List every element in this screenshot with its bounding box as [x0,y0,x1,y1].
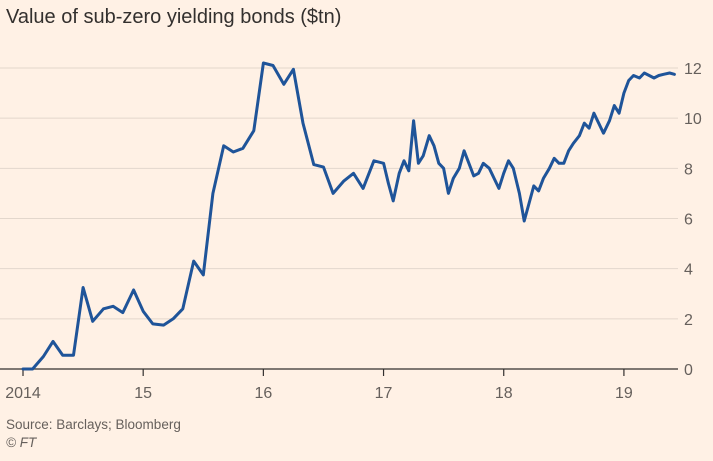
series-layer [21,61,676,371]
grid-lines [0,67,678,320]
x-tick-label-16: 16 [254,385,272,402]
y-tick-label-0: 0 [684,362,693,379]
x-tick-label-2014: 2014 [5,385,41,402]
chart-title: Value of sub-zero yielding bonds ($tn) [6,6,342,28]
x-tick-label-18: 18 [495,385,513,402]
y-axis-labels: 0 2 4 6 8 10 12 [684,61,702,379]
y-tick-label-6: 6 [684,212,693,229]
y-tick-label-2: 2 [684,312,693,329]
x-axis [0,368,678,376]
y-tick-label-8: 8 [684,161,693,178]
x-tick-label-15: 15 [134,385,152,402]
x-axis-labels: 2014 15 16 17 18 19 [5,385,633,402]
copyright: © FT [6,435,37,450]
x-tick-label-17: 17 [375,385,393,402]
series-line-0 [21,61,676,371]
y-tick-label-4: 4 [684,262,693,279]
footer: Source: Barclays; Bloomberg © FT [6,416,181,452]
source-note: Source: Barclays; Bloomberg [6,417,181,432]
y-tick-label-12: 12 [684,61,702,78]
y-tick-label-10: 10 [684,111,702,128]
x-tick-label-19: 19 [615,385,633,402]
